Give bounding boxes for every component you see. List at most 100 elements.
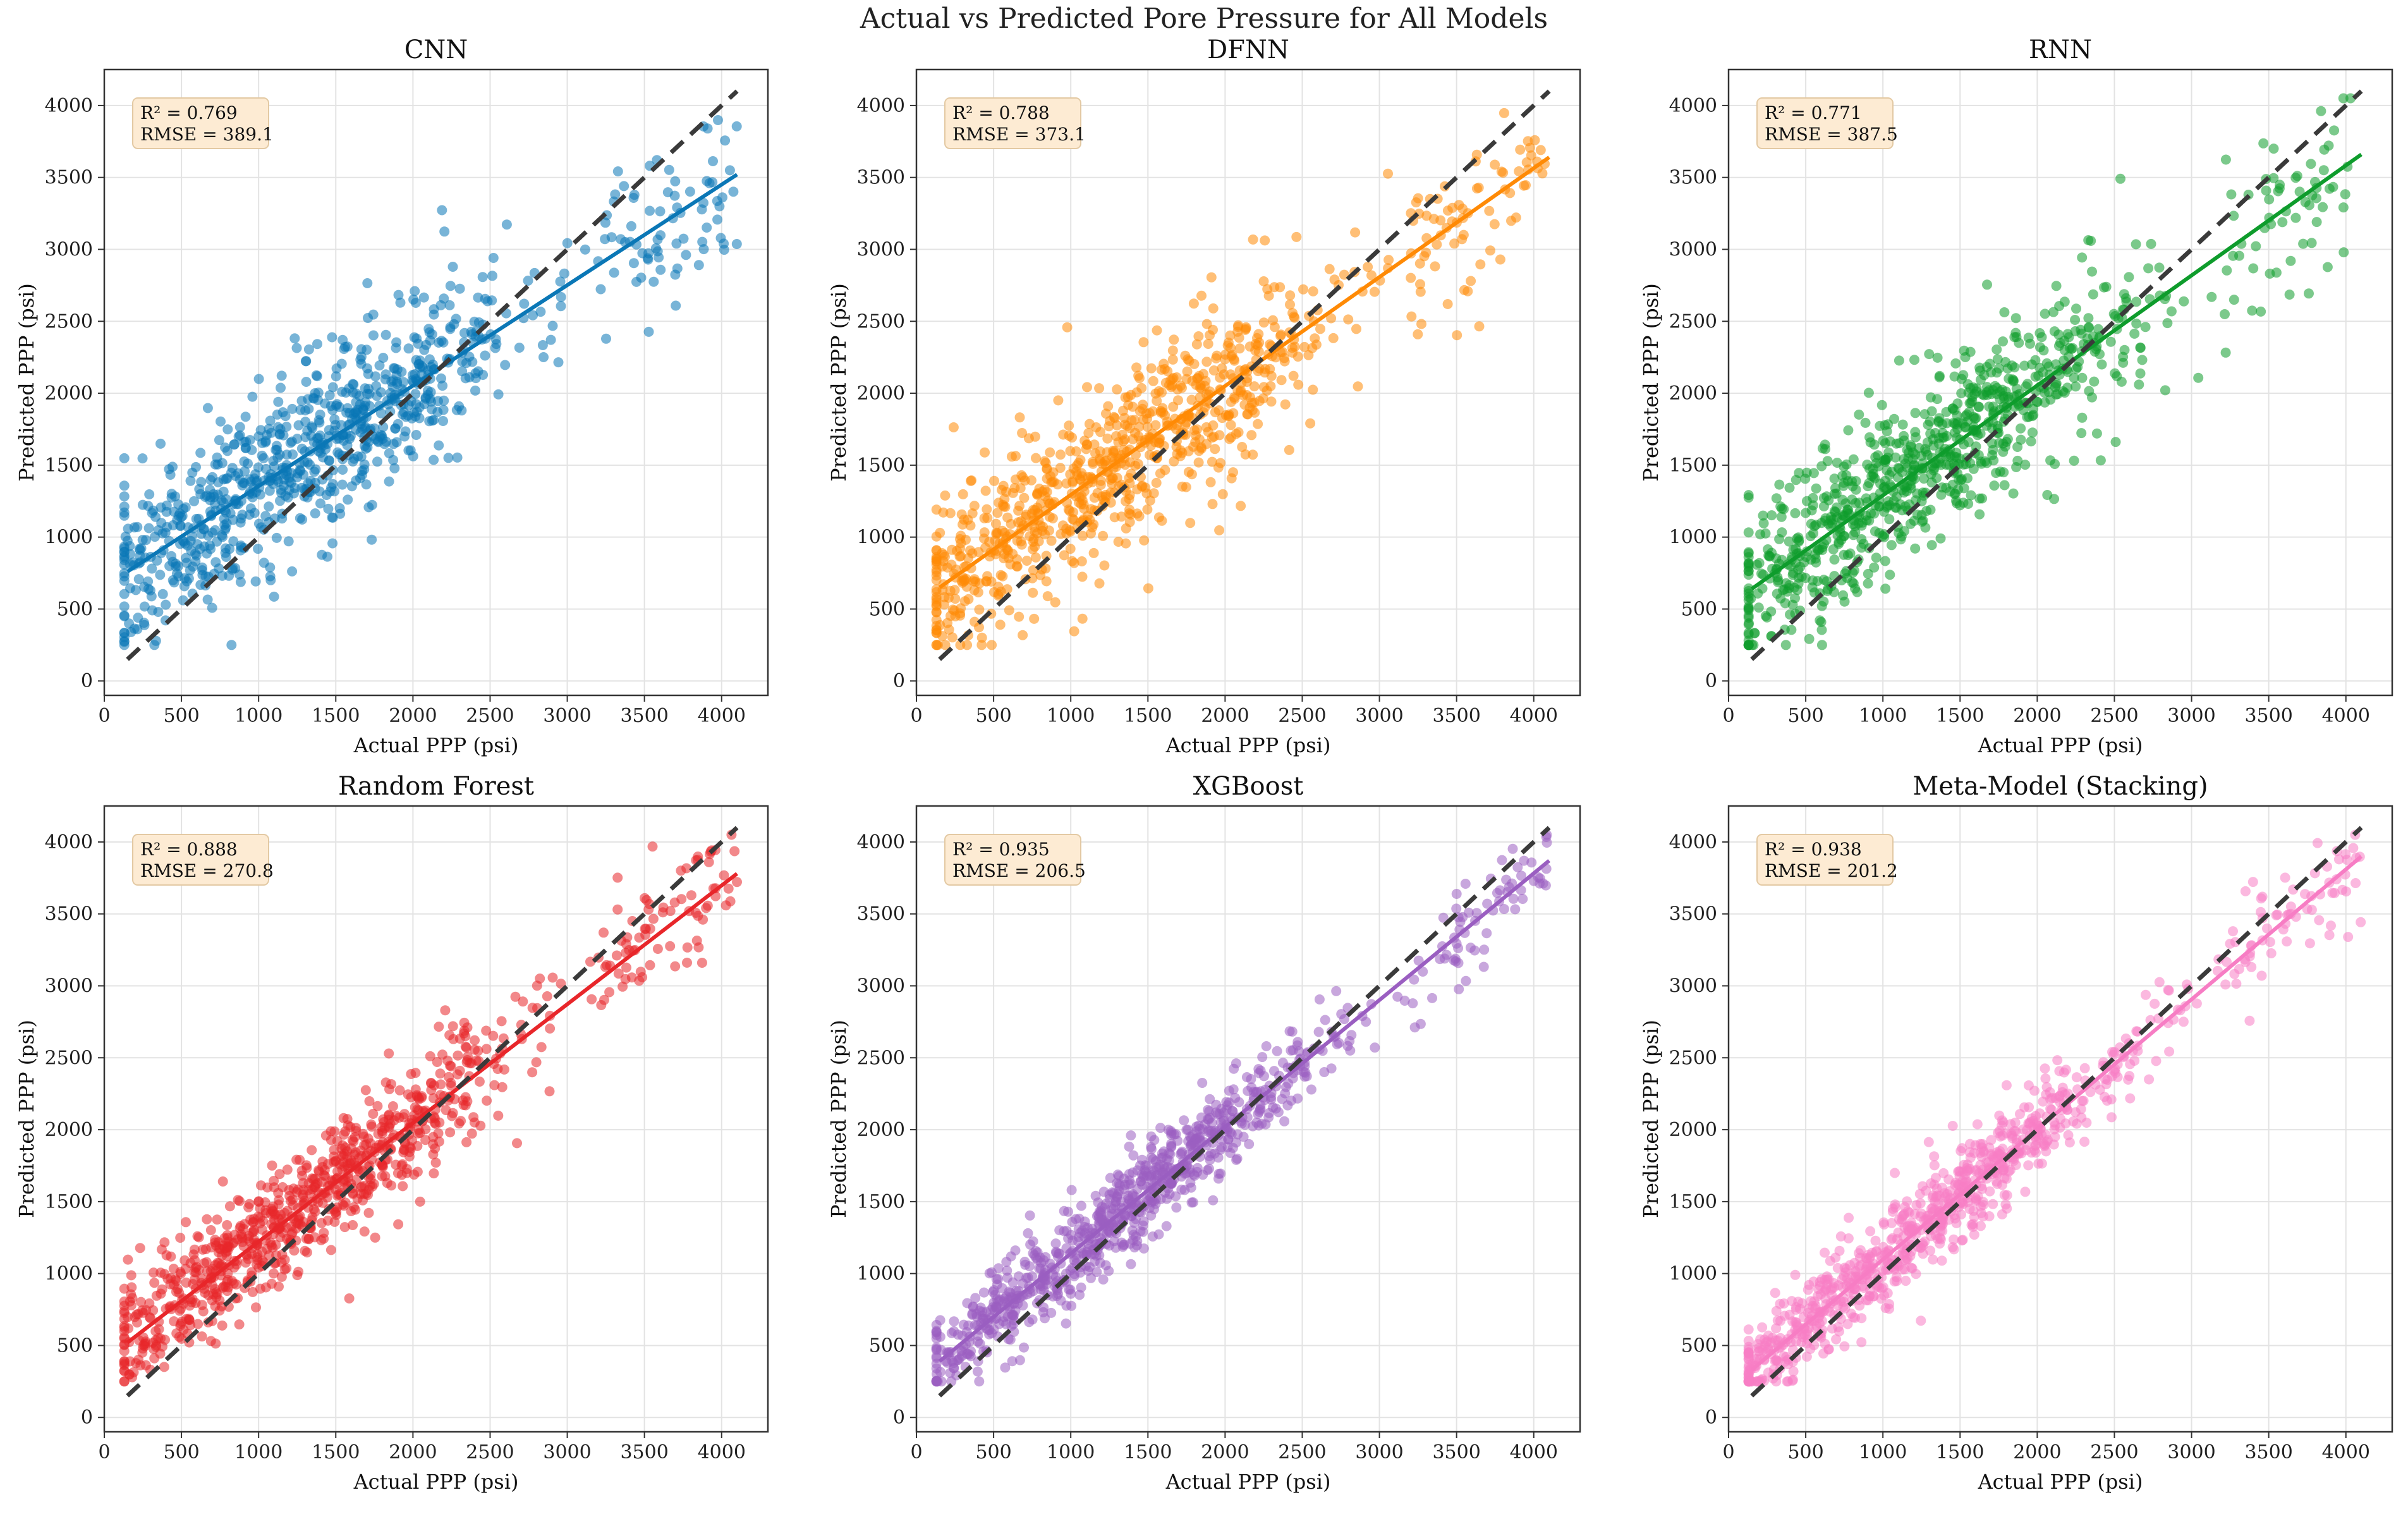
data-point [655,264,666,275]
data-point [312,339,322,350]
scatter-series [119,829,742,1387]
data-point [1126,1259,1136,1269]
x-tick-label: 4000 [1510,1441,1558,1463]
x-tick-label: 500 [975,1441,1011,1463]
data-point [1899,526,1909,537]
data-point [265,415,276,426]
data-point [355,1188,366,1199]
data-point [437,1049,447,1060]
data-point [1995,467,2005,477]
data-point [1757,1322,1768,1333]
data-point [1145,495,1155,506]
x-tick-label: 0 [910,705,922,727]
data-point [2095,455,2106,466]
data-point [332,399,343,410]
data-point [119,491,130,502]
data-point [949,605,960,616]
data-point [189,496,199,506]
data-point [1414,258,1425,269]
data-point [612,166,623,177]
data-point [441,1105,451,1116]
data-point [1541,838,1552,848]
data-point [973,1336,983,1347]
data-point [2038,345,2049,356]
data-point [1471,149,1482,160]
data-point [2059,296,2070,307]
data-point [2131,239,2141,250]
data-point [1409,974,1420,985]
data-point [2030,355,2041,365]
data-point [468,1112,479,1123]
data-point [978,1287,989,1298]
y-tick-label: 3000 [857,238,905,260]
data-point [337,479,348,490]
data-point [1160,377,1171,388]
data-point [2220,347,2231,358]
data-point [1141,1161,1152,1171]
y-tick-label: 4000 [45,95,93,117]
data-point [1138,1243,1149,1254]
data-point [1284,1026,1295,1037]
data-point [133,613,143,623]
data-point [1960,352,1971,362]
x-tick-label: 500 [163,1441,199,1463]
data-point [1883,496,1894,506]
data-point [612,904,623,915]
data-point [645,205,655,216]
data-point [1324,264,1335,274]
data-point [518,996,528,1007]
data-point [378,353,389,363]
data-point [169,1316,179,1327]
data-point [1284,444,1294,455]
data-point [1874,501,1885,511]
data-point [1249,381,1260,392]
data-point [360,397,371,408]
data-point [220,543,231,554]
data-point [1094,1216,1105,1226]
data-point [410,286,420,296]
data-point [940,490,951,501]
x-tick-label: 1500 [312,1441,360,1463]
data-point [1146,363,1157,374]
data-point [684,186,695,197]
data-point [1251,1117,1262,1128]
data-point [1413,955,1424,966]
data-point [144,1298,155,1309]
data-point [1777,554,1787,565]
data-point [974,604,985,615]
data-point [2264,194,2275,205]
data-point [387,1101,398,1111]
data-point [1092,1267,1102,1278]
data-point [368,1109,379,1119]
data-point [2083,235,2094,245]
data-point [1124,473,1134,483]
data-point [276,382,286,393]
data-point [1471,908,1482,919]
data-point [1054,1248,1065,1259]
data-point [359,1226,370,1237]
data-point [648,913,659,924]
data-point [1124,1141,1134,1152]
data-point [634,932,645,943]
data-point [1094,578,1105,589]
data-point [1989,480,2000,491]
data-point [595,284,606,295]
data-point [444,300,455,310]
x-tick-label: 3000 [1355,705,1403,727]
data-point [2338,202,2349,213]
data-point [2290,212,2301,223]
data-point [323,503,334,514]
x-tick-label: 3500 [620,705,668,727]
data-point [1820,1247,1830,1258]
data-point [555,276,566,287]
data-point [245,435,255,446]
data-point [202,491,212,501]
data-point [2300,197,2311,207]
data-point [396,1169,407,1180]
data-point [351,1126,362,1137]
data-point [1829,554,1840,565]
data-point [1882,426,1892,437]
data-point [119,480,130,491]
data-point [1124,504,1134,515]
x-tick-label: 3000 [543,1441,591,1463]
